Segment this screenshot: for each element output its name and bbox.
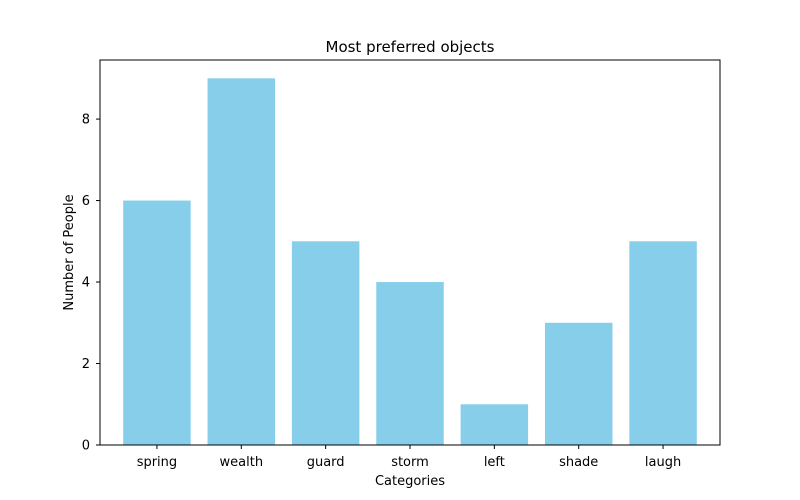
y-axis-label: Number of People [62, 194, 77, 310]
x-tick-label: shade [559, 455, 598, 470]
bar-wealth [207, 78, 276, 445]
y-axis-ticks: 0 2 4 6 8 [82, 113, 100, 454]
x-axis-ticks: spring wealth guard storm left shade laugh [137, 445, 681, 470]
x-tick-label: wealth [220, 455, 264, 470]
bar-guard [291, 241, 360, 445]
bar-left [460, 404, 529, 445]
x-axis-label: Categories [375, 474, 445, 489]
bar-shade [544, 322, 613, 445]
bars-group [123, 78, 697, 445]
chart-title: Most preferred objects [326, 38, 495, 56]
x-tick-label: guard [307, 455, 345, 470]
y-tick-label: 8 [82, 113, 90, 128]
bar-laugh [629, 241, 697, 445]
x-tick-label: storm [391, 455, 429, 470]
x-tick-label: spring [137, 455, 177, 470]
x-tick-label: laugh [645, 455, 681, 470]
y-tick-label: 4 [82, 276, 90, 291]
bar-spring [123, 200, 191, 445]
y-tick-label: 6 [82, 194, 90, 209]
bar-storm [376, 282, 444, 445]
y-tick-label: 2 [82, 357, 90, 372]
x-tick-label: left [484, 455, 505, 470]
y-tick-label: 0 [82, 439, 90, 454]
